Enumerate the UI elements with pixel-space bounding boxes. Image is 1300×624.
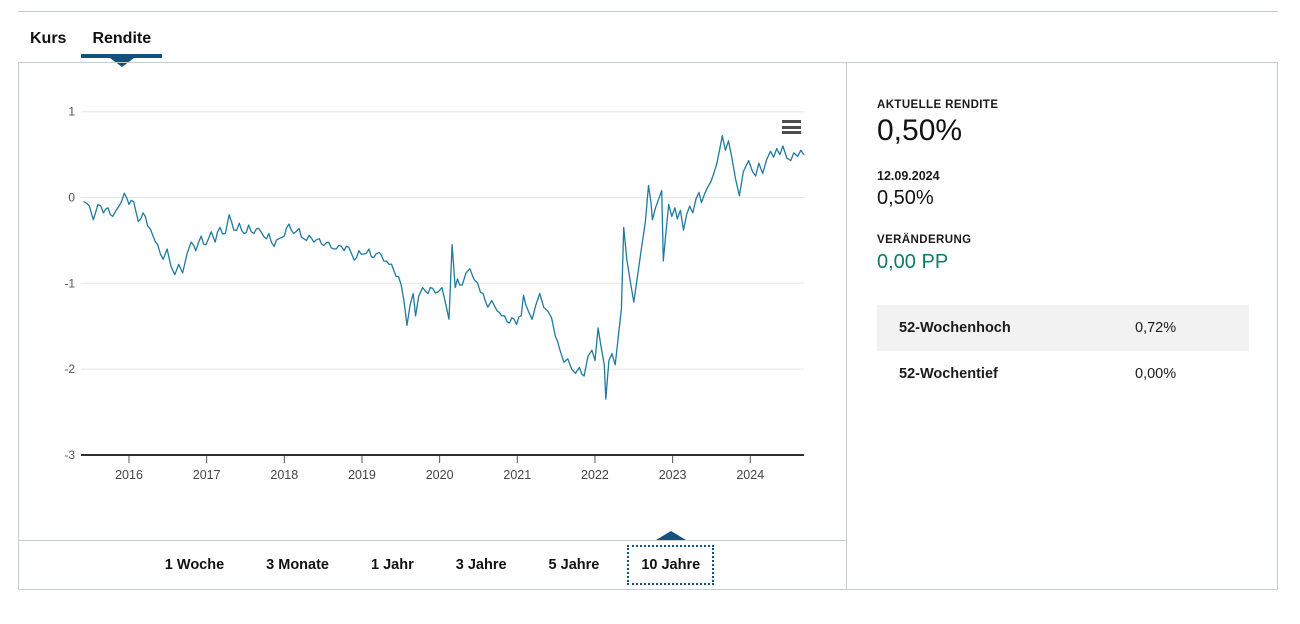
x-axis-tick-label: 2016 bbox=[115, 468, 143, 482]
y-axis-tick-label: -2 bbox=[64, 362, 75, 376]
range-button-10-jahre[interactable]: 10 Jahre bbox=[627, 545, 715, 585]
current-yield-value: 0,50% bbox=[877, 114, 963, 147]
y-axis-tick-label: 0 bbox=[68, 191, 75, 205]
range-button-5-jahre[interactable]: 5 Jahre bbox=[535, 545, 614, 585]
info-panel: AKTUELLE RENDITE 0,50% 12.09.2024 0,50% … bbox=[846, 63, 1277, 589]
active-range-notch triangle-up-icon bbox=[655, 531, 686, 540]
x-axis-tick-label: 2018 bbox=[270, 468, 298, 482]
x-axis-tick-label: 2022 bbox=[581, 468, 609, 482]
stats-table: 52-Wochenhoch 0,72% 52-Wochentief 0,00% bbox=[877, 305, 1249, 397]
change-label: VERÄNDERUNG bbox=[877, 234, 972, 246]
x-axis-tick-label: 2023 bbox=[659, 468, 687, 482]
range-selector: 1 Woche 3 Monate 1 Jahr 3 Jahre 5 Jahre 10 Ja… bbox=[19, 541, 846, 589]
range-button-1-woche[interactable]: 1 Woche bbox=[151, 545, 238, 585]
range-button-1-jahr[interactable]: 1 Jahr bbox=[357, 545, 428, 585]
range-button-3-jahre[interactable]: 3 Jahre bbox=[442, 545, 521, 585]
stats-row-value: 0,00% bbox=[1135, 366, 1177, 382]
x-axis-tick-label: 2021 bbox=[503, 468, 531, 482]
x-axis-tick-label: 2020 bbox=[426, 468, 454, 482]
quote-value: 0,50% bbox=[877, 187, 934, 209]
y-axis-tick-label: -3 bbox=[64, 448, 75, 462]
yield-series-line bbox=[83, 135, 805, 400]
tab-kurs[interactable]: Kurs bbox=[30, 28, 66, 58]
change-value: 0,00 PP bbox=[877, 251, 949, 273]
x-axis-tick-label: 2019 bbox=[348, 468, 376, 482]
x-axis-tick-label: 2017 bbox=[193, 468, 221, 482]
range-button-3-monate[interactable]: 3 Monate bbox=[252, 545, 343, 585]
chart-menu-icon[interactable] bbox=[782, 120, 801, 134]
tab-rendite[interactable]: Rendite bbox=[81, 28, 162, 67]
yield-line-chart: 1 0 -1 -2 -3 2016 2017 2018 2019 2020 2021 2022 2023… bbox=[64, 105, 805, 482]
stats-row-52-wochentief: 52-Wochentief 0,00% bbox=[877, 351, 1249, 397]
stats-row-value: 0,72% bbox=[1135, 320, 1177, 336]
quote-date: 12.09.2024 bbox=[877, 169, 940, 183]
top-divider bbox=[18, 11, 1278, 12]
stats-row-52-wochenhoch: 52-Wochenhoch 0,72% bbox=[877, 305, 1249, 351]
tab-bar: Kurs Rendite bbox=[30, 28, 162, 67]
stats-row-label: 52-Wochentief bbox=[899, 366, 998, 382]
chart-card: 1 0 -1 -2 -3 2016 2017 2018 2019 2020 2021 2022 2023… bbox=[18, 62, 1278, 590]
stats-row-label: 52-Wochenhoch bbox=[899, 320, 1011, 336]
current-yield-label: AKTUELLE RENDITE bbox=[877, 99, 999, 111]
chart-area: 1 0 -1 -2 -3 2016 2017 2018 2019 2020 2021 2022 2023… bbox=[19, 63, 846, 589]
y-axis-tick-label: 1 bbox=[68, 105, 75, 119]
y-axis-tick-label: -1 bbox=[64, 276, 75, 290]
range-divider bbox=[19, 540, 846, 541]
x-axis-tick-label: 2024 bbox=[736, 468, 764, 482]
